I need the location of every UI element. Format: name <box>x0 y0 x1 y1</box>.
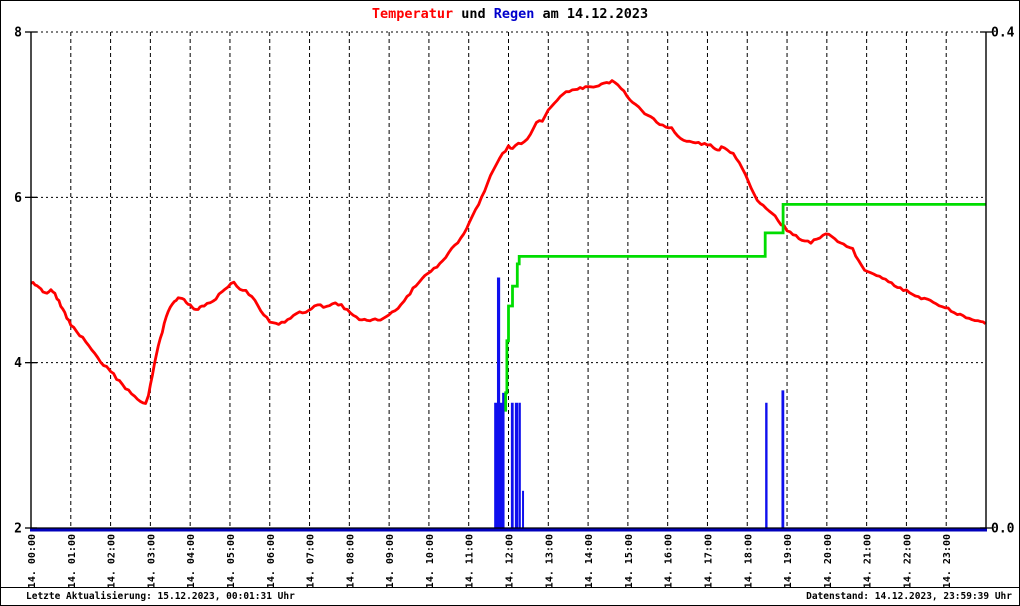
right-axis-labels: 0.4 0.0 <box>991 26 1015 537</box>
x-axis-labels: 14. 00:00 14. 01:00 14. 02:00 14. 03:00 14. … <box>27 534 953 588</box>
chart-title: Temperatur und Regen am 14.12.2023 <box>1 6 1019 22</box>
x-axis-tick-label: 14. 05:00 <box>226 534 237 588</box>
x-axis-tick-label: 14. 22:00 <box>902 534 913 588</box>
x-axis-tick-label: 14. 06:00 <box>266 534 277 588</box>
x-axis-tick-label: 14. 13:00 <box>544 534 555 588</box>
x-axis-tick-label: 14. 17:00 <box>703 534 714 588</box>
right-axis-tick-label: 0.0 <box>991 522 1015 537</box>
x-axis-tick-label: 14. 09:00 <box>385 534 396 588</box>
x-axis-tick-label: 14. 19:00 <box>783 534 794 588</box>
x-axis-tick-label: 14. 18:00 <box>743 534 754 588</box>
x-axis-tick-label: 14. 07:00 <box>306 534 317 588</box>
title-temperature: Temperatur <box>371 6 454 22</box>
title-regen: Regen <box>493 6 535 22</box>
data-state-text: Datenstand: 14.12.2023, 23:59:39 Uhr <box>806 591 1012 602</box>
left-axis-tick-label: 2 <box>14 522 22 537</box>
x-axis-tick-label: 14. 00:00 <box>27 534 38 588</box>
x-axis-tick-label: 14. 21:00 <box>863 534 874 588</box>
cumulative-rain-line <box>504 203 986 412</box>
x-axis-tick-label: 14. 20:00 <box>823 534 834 588</box>
left-axis-tick-label: 4 <box>14 356 22 371</box>
x-axis-tick-label: 14. 11:00 <box>465 534 476 588</box>
status-bar: Letzte Aktualisierung: 15.12.2023, 00:01… <box>1 587 1019 605</box>
rain-zero-baseline <box>30 527 987 532</box>
axes <box>30 32 987 529</box>
x-axis-tick-label: 14. 01:00 <box>67 534 78 588</box>
left-axis-labels: 8 6 4 2 <box>14 26 22 537</box>
x-axis-tick-label: 14. 04:00 <box>186 534 197 588</box>
y-gridlines <box>31 196 986 364</box>
x-axis-tick-label: 14. 12:00 <box>505 534 516 588</box>
x-axis-tick-label: 14. 02:00 <box>107 534 118 588</box>
x-axis-tick-label: 14. 10:00 <box>425 534 436 588</box>
x-axis-tick-label: 14. 15:00 <box>624 534 635 588</box>
temperature-line <box>30 79 987 405</box>
x-axis-tick-label: 14. 03:00 <box>146 534 157 588</box>
rain-bars <box>494 277 785 528</box>
x-axis-tick-label: 14. 14:00 <box>584 534 595 588</box>
x-axis-tick-label: 14. 08:00 <box>345 534 356 588</box>
title-und: und <box>453 6 494 22</box>
last-update-text: Letzte Aktualisierung: 15.12.2023, 00:01… <box>26 591 295 602</box>
x-axis-tick-label: 14. 23:00 <box>942 534 953 588</box>
x-axis-tick-label: 14. 16:00 <box>664 534 675 588</box>
left-axis-tick-label: 6 <box>14 191 22 206</box>
right-axis-tick-label: 0.4 <box>991 26 1015 41</box>
x-gridlines <box>70 32 947 527</box>
title-date: am 14.12.2023 <box>534 6 649 22</box>
left-axis-tick-label: 8 <box>14 26 22 41</box>
axis-ticks <box>25 31 992 529</box>
